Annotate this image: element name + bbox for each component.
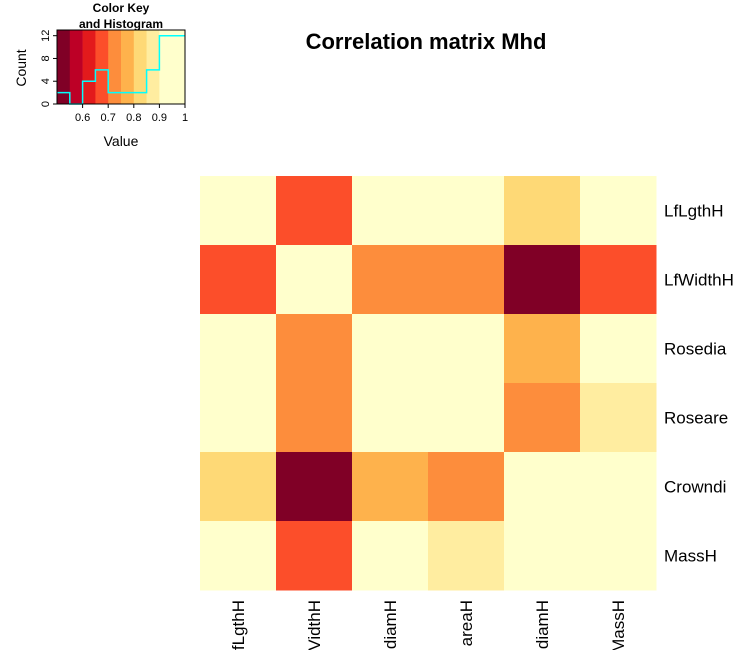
heatmap-cell-r1-c5 [504, 176, 581, 246]
color-key-ytick-label: 8 [40, 55, 52, 61]
color-key-band [121, 30, 135, 104]
heatmap-cell-r6-c4 [428, 521, 505, 591]
color-key-band [82, 30, 96, 104]
color-key-bands [57, 30, 186, 104]
heatmap-cell-r5-c4 [428, 452, 505, 522]
row-label: Rosedia [664, 340, 727, 359]
heatmap-cell-r1-c3 [352, 176, 429, 246]
color-key: Color Key and Histogram 0.6 0.7 0.8 0.9 1 0 4 8… [13, 1, 188, 149]
heatmap-cell-r4-c2 [276, 383, 353, 453]
color-key-band [172, 30, 186, 104]
color-key-band [69, 30, 83, 104]
color-key-xlabel: Value [104, 133, 139, 149]
heatmap-cell-r6-c5 [504, 521, 581, 591]
column-label: areaH [457, 600, 476, 646]
row-label: Crowndi [664, 478, 726, 497]
heatmap-cell-r5-c2 [276, 452, 353, 522]
heatmap-cell-r3-c4 [428, 314, 505, 384]
color-key-xtick-label: 0.7 [101, 112, 116, 124]
color-key-ytick-label: 12 [40, 30, 52, 42]
heatmap-cell-r6-c6 [580, 521, 657, 591]
row-labels: LfLgthH LfWidthH Rosedia Roseare Crowndi Mass… [664, 202, 733, 566]
color-key-xtick-label: 1 [182, 112, 188, 124]
heatmap-cell-r5-c3 [352, 452, 429, 522]
color-key-subtitle: and Histogram [79, 17, 163, 31]
row-label: LfWidthH [664, 271, 733, 290]
chart-title: Correlation matrix Mhd [306, 29, 547, 54]
column-label: fLgthH [229, 600, 248, 650]
heatmap-cell-r3-c2 [276, 314, 353, 384]
heatmap-cell-r2-c4 [428, 245, 505, 315]
color-key-ylabel: Count [13, 49, 29, 86]
color-key-band [57, 30, 71, 104]
heatmap-cell-r1-c6 [580, 176, 657, 246]
heatmap-cell-r6-c2 [276, 521, 353, 591]
heatmap-cell-r2-c3 [352, 245, 429, 315]
column-label: diamH [381, 600, 400, 649]
heatmap-cell-r1-c4 [428, 176, 505, 246]
heatmap-cell-r1-c2 [276, 176, 353, 246]
row-label: MassH [664, 547, 717, 566]
heatmap-cell-r2-c2 [276, 245, 353, 315]
column-label: diamH [533, 600, 552, 649]
heatmap-cell-r1-c1 [200, 176, 277, 246]
heatmap-cells [200, 176, 657, 591]
color-key-xtick-label: 0.6 [75, 112, 90, 124]
color-key-ytick-label: 0 [40, 101, 52, 107]
color-key-band [146, 30, 160, 104]
color-key-title: Color Key [93, 1, 150, 15]
color-key-frame [56, 29, 186, 105]
heatmap-cell-r4-c1 [200, 383, 277, 453]
heatmap-cell-r2-c6 [580, 245, 657, 315]
color-key-xtick-label: 0.9 [152, 112, 167, 124]
heatmap-cell-r2-c1 [200, 245, 277, 315]
heatmap-cell-r2-c5 [504, 245, 581, 315]
color-key-ytick-label: 4 [40, 78, 52, 84]
column-labels: fLgthH VidthH diamH areaH diamH MassH [229, 600, 628, 650]
row-label: LfLgthH [664, 202, 724, 221]
heatmap-cell-r3-c6 [580, 314, 657, 384]
heatmap-cell-r5-c1 [200, 452, 277, 522]
heatmap-cell-r3-c3 [352, 314, 429, 384]
heatmap-cell-r4-c3 [352, 383, 429, 453]
heatmap-cell-r3-c1 [200, 314, 277, 384]
color-key-band [133, 30, 147, 104]
heatmap-cell-r3-c5 [504, 314, 581, 384]
heatmap-cell-r4-c4 [428, 383, 505, 453]
color-key-band [159, 30, 173, 104]
color-key-band [108, 30, 122, 104]
heatmap-cell-r6-c1 [200, 521, 277, 591]
row-label: Roseare [664, 409, 728, 428]
color-key-xtick-label: 0.8 [126, 112, 141, 124]
column-label: MassH [609, 600, 628, 650]
heatmap-cell-r5-c5 [504, 452, 581, 522]
color-key-band [95, 30, 109, 104]
heatmap-cell-r5-c6 [580, 452, 657, 522]
column-label: VidthH [305, 600, 324, 650]
heatmap-cell-r4-c5 [504, 383, 581, 453]
heatmap-cell-r4-c6 [580, 383, 657, 453]
color-key-axes: 0.6 0.7 0.8 0.9 1 0 4 8 12 [40, 29, 188, 124]
heatmap-cell-r6-c3 [352, 521, 429, 591]
